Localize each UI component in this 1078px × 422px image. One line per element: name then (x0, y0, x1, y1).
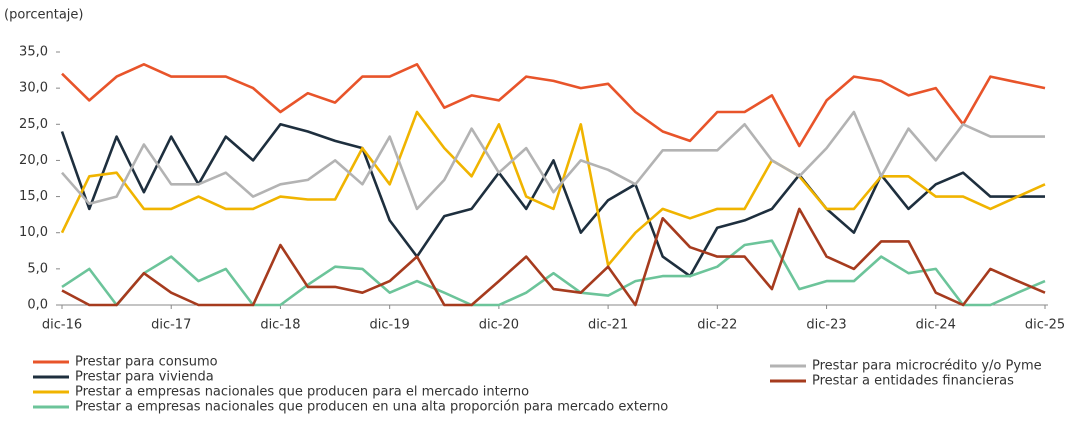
x-tick-label: dic-23 (806, 318, 846, 333)
series-line (61, 239, 1046, 307)
y-tick-label: 5,0 (27, 261, 48, 276)
series-line (61, 110, 1045, 211)
y-tick-label: 0,0 (27, 298, 48, 313)
y-tick-label: 15,0 (19, 189, 48, 204)
y-tick-label: 30,0 (19, 81, 48, 96)
x-tick-label: dic-25 (1025, 318, 1065, 333)
x-tick-label: dic-17 (151, 318, 191, 333)
chart-subtitle: (porcentaje) (4, 8, 83, 23)
y-tick-label: 10,0 (19, 225, 48, 240)
legend-label: Prestar para consumo (75, 355, 218, 370)
series-line (61, 63, 1046, 148)
legend-label: Prestar a empresas nacionales que produc… (75, 385, 529, 400)
y-tick-label: 20,0 (19, 153, 48, 168)
legend-label: Prestar a empresas nacionales que produc… (75, 400, 668, 415)
x-tick-label: dic-18 (260, 318, 300, 333)
legend-label: Prestar para vivienda (75, 370, 214, 385)
series-line (61, 207, 1046, 307)
x-tick-label: dic-19 (370, 318, 410, 333)
y-tick-label: 35,0 (19, 45, 48, 60)
x-tick-label: dic-24 (916, 318, 956, 333)
x-tick-label: dic-20 (479, 318, 519, 333)
legend-label: Prestar a entidades financieras (812, 374, 1014, 389)
x-tick-label: dic-21 (588, 318, 628, 333)
x-tick-label: dic-22 (697, 318, 737, 333)
y-tick-label: 25,0 (19, 117, 48, 132)
x-tick-label: dic-16 (42, 318, 82, 333)
legend-label: Prestar para microcrédito y/o Pyme (812, 359, 1042, 374)
